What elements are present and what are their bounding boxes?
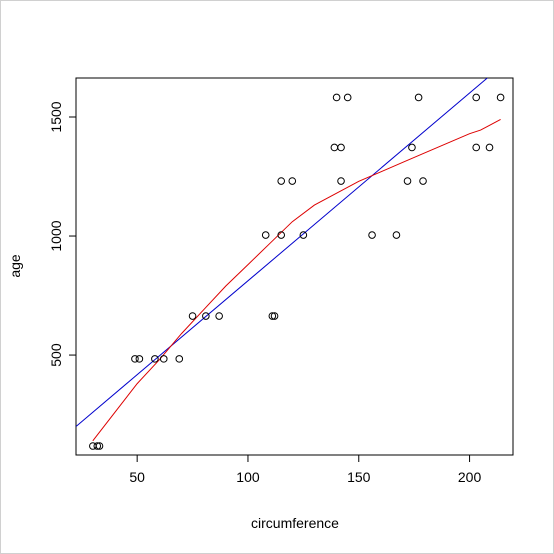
- y-tick-label-0: 500: [48, 343, 64, 367]
- y-axis-title: age: [7, 254, 23, 278]
- smoother-1: [92, 118, 501, 442]
- data-point-6: [159, 355, 168, 363]
- data-point-9: [202, 312, 210, 320]
- data-point-28: [419, 177, 427, 185]
- data-point-19: [332, 93, 341, 102]
- data-point-29: [472, 143, 481, 152]
- data-point-25: [403, 177, 412, 185]
- y-tick-label-2: 1500: [48, 101, 64, 132]
- data-point-11: [261, 231, 270, 239]
- plot-area-box: [75, 77, 514, 456]
- y-tick-label-1: 1000: [48, 220, 64, 251]
- data-point-4: [135, 355, 144, 363]
- data-point-1: [93, 442, 102, 450]
- data-point-18: [330, 143, 339, 152]
- data-point-12: [268, 312, 277, 320]
- data-point-13: [270, 312, 279, 320]
- data-point-14: [277, 231, 286, 239]
- x-tick-label-2: 150: [347, 469, 371, 485]
- x-axis: 50 100 150 200: [129, 455, 481, 485]
- data-points: [89, 93, 505, 450]
- data-point-17: [299, 231, 308, 239]
- data-point-24: [392, 231, 401, 239]
- data-point-3: [131, 355, 139, 363]
- data-point-27: [414, 93, 423, 102]
- data-point-21: [337, 177, 345, 185]
- data-point-16: [288, 177, 297, 185]
- x-axis-title: circumference: [251, 515, 339, 531]
- y-axis: 500 1000 1500: [48, 101, 76, 367]
- data-point-30: [472, 93, 481, 102]
- data-point-15: [277, 177, 286, 185]
- fit-line-0: [76, 78, 488, 427]
- data-point-10: [215, 312, 223, 320]
- x-tick-label-0: 50: [129, 469, 145, 485]
- x-tick-label-1: 100: [236, 469, 260, 485]
- x-tick-label-3: 200: [458, 469, 482, 485]
- data-point-26: [408, 143, 416, 152]
- data-point-5: [151, 355, 159, 363]
- data-point-32: [496, 93, 505, 102]
- data-point-22: [343, 93, 352, 102]
- data-point-23: [368, 231, 376, 239]
- data-point-2: [95, 442, 104, 450]
- data-point-7: [175, 355, 184, 363]
- data-point-31: [485, 143, 494, 152]
- data-point-20: [337, 143, 345, 152]
- data-point-8: [188, 312, 197, 320]
- series-lines: [76, 78, 501, 442]
